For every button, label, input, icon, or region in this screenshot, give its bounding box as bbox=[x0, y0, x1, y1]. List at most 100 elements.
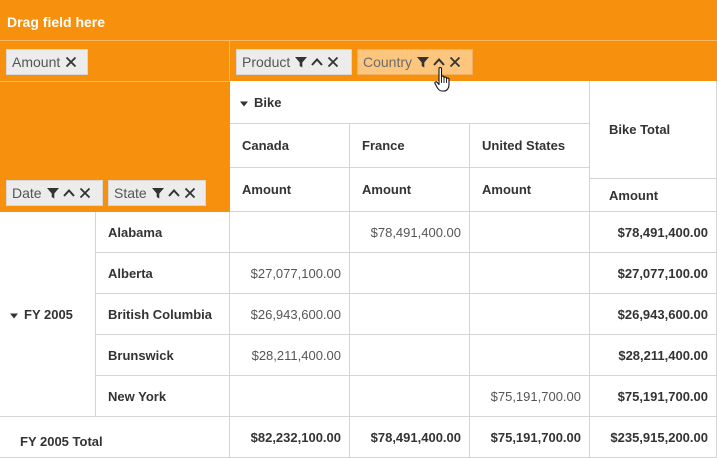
filter-drop-area[interactable]: Drag field here bbox=[0, 0, 717, 41]
row-total-cell[interactable]: $27,077,100.00 bbox=[590, 253, 717, 294]
measure-label: Amount bbox=[482, 182, 532, 197]
measure-header: Amount bbox=[230, 168, 350, 212]
value-text: $82,232,100.00 bbox=[250, 430, 341, 445]
row-total-cell[interactable]: $75,191,700.00 bbox=[590, 376, 717, 417]
value-text: $28,211,400.00 bbox=[251, 348, 341, 363]
row-header-label: New York bbox=[108, 389, 167, 404]
row-header-label: FY 2005 bbox=[24, 307, 73, 322]
close-icon[interactable] bbox=[78, 186, 92, 200]
field-chip-state[interactable]: State bbox=[108, 180, 206, 206]
measure-header: Amount bbox=[350, 168, 470, 212]
field-chip-label: State bbox=[114, 185, 147, 201]
value-text: $27,077,100.00 bbox=[250, 266, 341, 281]
column-header-france[interactable]: France bbox=[350, 124, 470, 168]
filter-icon[interactable] bbox=[416, 55, 430, 69]
value-cell[interactable] bbox=[350, 253, 470, 294]
value-cell[interactable] bbox=[230, 212, 350, 253]
value-text: $235,915,200.00 bbox=[610, 430, 708, 445]
value-cell[interactable]: $28,211,400.00 bbox=[230, 335, 350, 376]
value-cell[interactable] bbox=[470, 212, 590, 253]
row-total-cell[interactable]: $78,491,400.00 bbox=[590, 212, 717, 253]
value-text: $75,191,700.00 bbox=[617, 389, 708, 404]
value-cell[interactable] bbox=[350, 335, 470, 376]
hand-pointer-cursor-icon bbox=[434, 66, 452, 94]
row-header-state[interactable]: Brunswick bbox=[96, 335, 230, 376]
field-chip-product[interactable]: Product bbox=[236, 49, 352, 75]
column-header-label: Bike bbox=[254, 95, 282, 110]
sort-ascending-icon[interactable] bbox=[432, 55, 446, 69]
value-cell[interactable] bbox=[470, 335, 590, 376]
field-chip-country[interactable]: Country bbox=[357, 49, 473, 75]
measure-header: Amount bbox=[470, 168, 590, 212]
value-text: $28,211,400.00 bbox=[618, 348, 708, 363]
value-text: $27,077,100.00 bbox=[617, 266, 708, 281]
sort-ascending-icon[interactable] bbox=[167, 186, 181, 200]
value-cell[interactable]: $75,191,700.00 bbox=[470, 376, 590, 417]
column-header-united-states[interactable]: United States bbox=[470, 124, 590, 168]
column-total-cell[interactable]: $82,232,100.00 bbox=[230, 417, 350, 458]
column-total-cell[interactable]: $78,491,400.00 bbox=[350, 417, 470, 458]
row-header-label: Brunswick bbox=[108, 348, 174, 363]
measure-label: Amount bbox=[609, 188, 659, 203]
row-header-state[interactable]: British Columbia bbox=[96, 294, 230, 335]
close-icon[interactable] bbox=[326, 55, 340, 69]
rows-drop-area[interactable]: Date State bbox=[0, 81, 230, 212]
row-header-label: FY 2005 Total bbox=[20, 434, 103, 449]
field-chip-label: Date bbox=[12, 185, 42, 201]
value-text: $75,191,700.00 bbox=[490, 389, 581, 404]
value-cell[interactable] bbox=[230, 376, 350, 417]
row-header-fy-2005[interactable]: FY 2005 bbox=[0, 212, 96, 417]
column-header-canada[interactable]: Canada bbox=[230, 124, 350, 168]
row-header-label: Alabama bbox=[108, 225, 163, 240]
row-header-state[interactable]: Alabama bbox=[96, 212, 230, 253]
value-cell[interactable] bbox=[470, 294, 590, 335]
filter-icon[interactable] bbox=[151, 186, 165, 200]
value-text: $78,491,400.00 bbox=[370, 225, 461, 240]
value-cell[interactable] bbox=[350, 376, 470, 417]
filter-icon[interactable] bbox=[46, 186, 60, 200]
grand-total-cell[interactable]: $235,915,200.00 bbox=[590, 417, 717, 458]
row-total-cell[interactable]: $26,943,600.00 bbox=[590, 294, 717, 335]
collapse-triangle-icon[interactable] bbox=[240, 82, 248, 123]
value-text: $26,943,600.00 bbox=[617, 307, 708, 322]
row-header-fy-2005-total[interactable]: FY 2005 Total bbox=[0, 417, 230, 458]
field-chip-label: Country bbox=[363, 54, 413, 70]
column-header-label: Canada bbox=[242, 138, 289, 153]
close-icon[interactable] bbox=[448, 55, 462, 69]
columns-drop-area[interactable]: Product Country bbox=[230, 41, 717, 81]
collapse-triangle-icon[interactable] bbox=[10, 213, 18, 416]
column-total-cell[interactable]: $75,191,700.00 bbox=[470, 417, 590, 458]
close-icon[interactable] bbox=[183, 186, 197, 200]
field-chip-date[interactable]: Date bbox=[6, 180, 103, 206]
value-cell[interactable]: $27,077,100.00 bbox=[230, 253, 350, 294]
value-cell[interactable] bbox=[470, 253, 590, 294]
measure-header: Amount bbox=[590, 179, 717, 212]
column-header-label: United States bbox=[482, 138, 566, 153]
column-header-bike[interactable]: Bike bbox=[230, 81, 590, 124]
column-header-bike-total: Bike Total bbox=[590, 81, 717, 179]
row-total-cell[interactable]: $28,211,400.00 bbox=[590, 335, 717, 376]
field-chip-label: Product bbox=[242, 54, 291, 70]
sort-ascending-icon[interactable] bbox=[62, 186, 76, 200]
value-text: $78,491,400.00 bbox=[370, 430, 461, 445]
values-drop-area[interactable]: Amount bbox=[0, 41, 230, 81]
drag-field-hint: Drag field here bbox=[7, 14, 106, 30]
column-header-label: Bike Total bbox=[609, 122, 671, 137]
row-header-label: Alberta bbox=[108, 266, 153, 281]
close-icon[interactable] bbox=[64, 55, 78, 69]
value-cell[interactable] bbox=[350, 294, 470, 335]
sort-ascending-icon[interactable] bbox=[310, 55, 324, 69]
row-header-state[interactable]: Alberta bbox=[96, 253, 230, 294]
row-header-label: British Columbia bbox=[108, 307, 213, 322]
measure-label: Amount bbox=[362, 182, 412, 197]
field-chip-amount[interactable]: Amount bbox=[6, 49, 88, 75]
measure-label: Amount bbox=[242, 182, 292, 197]
column-header-label: France bbox=[362, 138, 405, 153]
value-cell[interactable]: $78,491,400.00 bbox=[350, 212, 470, 253]
value-text: $78,491,400.00 bbox=[617, 225, 708, 240]
field-chip-label: Amount bbox=[12, 54, 61, 70]
filter-icon[interactable] bbox=[294, 55, 308, 69]
value-cell[interactable]: $26,943,600.00 bbox=[230, 294, 350, 335]
row-header-state[interactable]: New York bbox=[96, 376, 230, 417]
